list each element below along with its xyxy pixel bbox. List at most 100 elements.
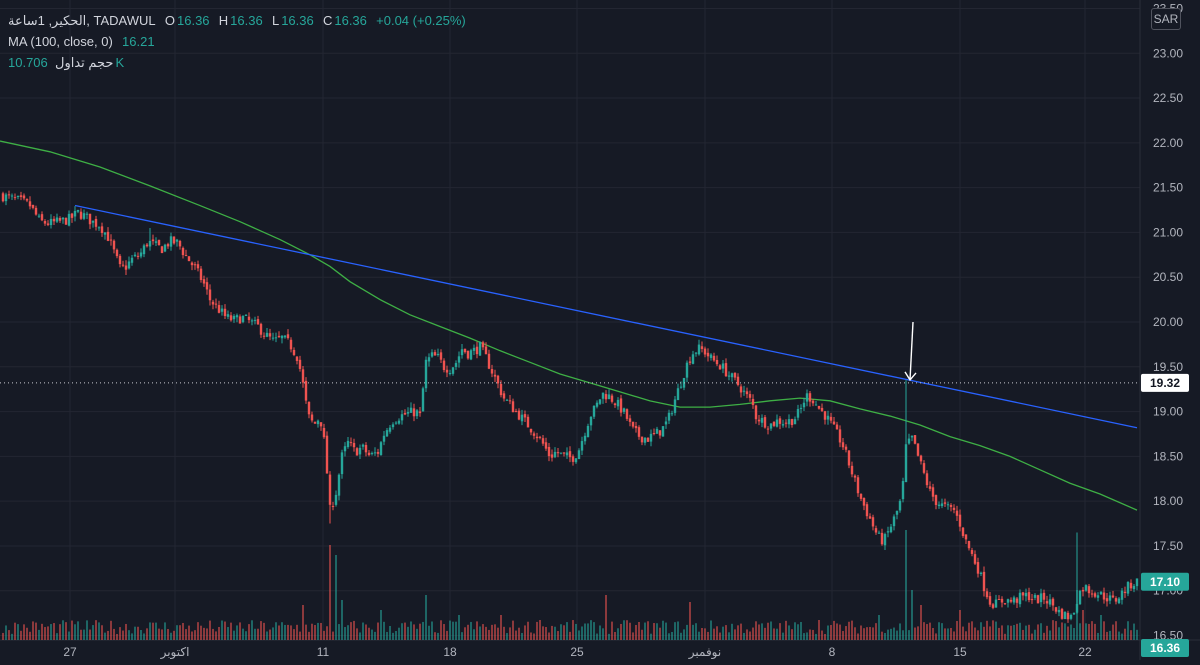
- volume-bar: [500, 615, 502, 640]
- candle-body: [295, 356, 299, 361]
- candle-body: [676, 388, 680, 401]
- currency-button[interactable]: SAR: [1151, 8, 1181, 30]
- candle-body: [964, 534, 968, 540]
- volume-bar: [1130, 630, 1132, 640]
- candle-body: [838, 429, 842, 443]
- candle-body: [103, 232, 107, 235]
- volume-bar: [1040, 623, 1042, 640]
- candle-body: [667, 412, 671, 421]
- volume-bar: [179, 625, 181, 640]
- candle-body: [538, 436, 542, 438]
- volume-bar: [944, 628, 946, 640]
- candle-body: [445, 369, 449, 373]
- candle-body: [1093, 593, 1097, 597]
- candle-body: [73, 210, 77, 217]
- candle-body: [940, 503, 944, 507]
- volume-bar: [56, 633, 58, 640]
- volume-bar: [539, 620, 541, 640]
- volume-bar: [641, 629, 643, 640]
- volume-bar: [977, 630, 979, 640]
- candle-body: [427, 357, 431, 362]
- volume-bar: [488, 629, 490, 640]
- candle-body: [814, 404, 818, 406]
- volume-bar: [698, 631, 700, 640]
- volume-bar: [176, 625, 178, 640]
- volume-bar: [116, 633, 118, 640]
- volume-bar: [1025, 625, 1027, 640]
- legend-close: 16.36: [334, 13, 367, 28]
- volume-bar: [719, 632, 721, 640]
- candle-body: [961, 527, 965, 536]
- candle-body: [910, 435, 914, 438]
- candle-body: [406, 412, 410, 414]
- candle-body: [610, 395, 614, 402]
- volume-bar: [731, 623, 733, 640]
- volume-bar: [650, 633, 652, 640]
- volume-bar: [689, 602, 691, 640]
- candle-body: [292, 349, 296, 355]
- candle-body: [979, 572, 983, 575]
- candle-body: [412, 408, 416, 417]
- volume-bar: [221, 620, 223, 640]
- volume-bar: [581, 626, 583, 640]
- volume-bar: [293, 629, 295, 640]
- candle-body: [394, 422, 398, 424]
- candle-body: [364, 445, 368, 453]
- candle-body: [679, 386, 683, 388]
- volume-bar: [713, 628, 715, 640]
- volume-bar: [32, 621, 34, 640]
- y-tick-label: 23.00: [1153, 46, 1183, 60]
- volume-bar: [104, 632, 106, 640]
- candle-body: [4, 194, 8, 202]
- candle-body: [256, 319, 260, 325]
- volume-bar: [1007, 625, 1009, 640]
- volume-bar: [113, 628, 115, 640]
- volume-bar: [164, 622, 166, 640]
- candle-body: [727, 375, 731, 377]
- candle-body: [67, 213, 71, 226]
- candle-body: [1048, 599, 1052, 605]
- candle-body: [850, 465, 854, 475]
- volume-bar: [89, 629, 91, 640]
- x-tick-label: 8: [829, 645, 836, 659]
- legend-volume-row[interactable]: حجم تداول 10.706K: [8, 52, 468, 73]
- volume-bar: [818, 620, 820, 640]
- volume-bar: [893, 627, 895, 640]
- candle-body: [880, 532, 884, 545]
- y-tick-label: 17.50: [1153, 539, 1183, 553]
- volume-bar: [659, 627, 661, 640]
- legend-ma-row[interactable]: MA (100, close, 0) 16.21: [8, 31, 468, 52]
- candle-body: [469, 350, 473, 360]
- candle-body: [271, 337, 275, 339]
- legend-ma-label: MA (100, close, 0): [8, 34, 113, 49]
- volume-bar: [224, 621, 226, 640]
- candle-body: [802, 402, 806, 408]
- candle-body: [118, 255, 122, 265]
- legend-low-label: L: [271, 13, 280, 28]
- volume-bar: [950, 627, 952, 640]
- volume-bar: [971, 621, 973, 640]
- candle-body: [487, 353, 491, 369]
- candle-body: [352, 442, 356, 448]
- candle-body: [148, 240, 152, 247]
- candle-body: [577, 450, 581, 460]
- candle-body: [250, 320, 254, 322]
- candle-body: [211, 301, 215, 305]
- candle-body: [649, 433, 653, 442]
- volume-bar: [74, 624, 76, 640]
- candle-body: [109, 239, 113, 241]
- candle-body: [799, 407, 803, 409]
- volume-bar: [260, 621, 262, 640]
- candle-body: [643, 437, 647, 443]
- volume-bar: [194, 630, 196, 640]
- volume-bar: [794, 622, 796, 640]
- volume-bar: [284, 624, 286, 640]
- legend-change: +0.04 (+0.25%): [376, 13, 466, 28]
- volume-bar: [419, 623, 421, 640]
- candle-body: [868, 516, 872, 519]
- candle-body: [661, 426, 665, 437]
- candle-body: [1003, 603, 1007, 605]
- candle-body: [502, 393, 506, 399]
